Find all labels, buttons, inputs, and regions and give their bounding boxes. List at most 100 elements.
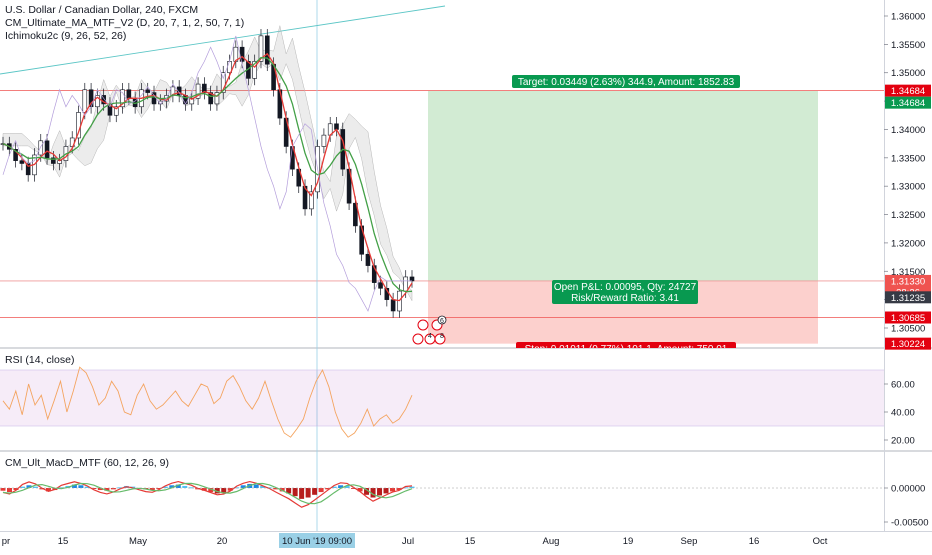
profit-zone[interactable]	[428, 90, 818, 281]
x-tick-label: Aug	[543, 536, 560, 547]
trend-line[interactable]	[0, 5, 446, 75]
candle-body	[51, 157, 56, 164]
event-markers[interactable]: 6 4 8	[412, 315, 447, 345]
y-tick-label: 1.32500	[891, 210, 925, 221]
y-tick-label: 1.35500	[891, 40, 925, 51]
macd-histogram-bar	[0, 488, 6, 491]
candle-body	[145, 89, 151, 93]
candle-body	[208, 92, 213, 105]
candle-body	[113, 106, 119, 116]
candle-body	[44, 140, 50, 159]
candle-body	[353, 202, 358, 227]
macd-histogram-bar	[305, 488, 311, 498]
macd-histogram-bar	[84, 486, 90, 488]
candle-body	[202, 83, 207, 93]
candle-body	[252, 61, 257, 79]
x-tick-label: pr	[2, 536, 10, 547]
open-pnl-text: Open P&L: 0.00095, Qty: 24727	[554, 282, 697, 293]
open-pnl-label: Open P&L: 0.00095, Qty: 24727 Risk/Rewar…	[552, 280, 698, 304]
price-badge[interactable]	[885, 291, 931, 304]
rsi-legend[interactable]: RSI (14, close)	[5, 354, 75, 366]
macd-histogram-bar	[156, 488, 162, 489]
symbol-legend[interactable]: U.S. Dollar / Canadian Dollar, 240, FXCM	[5, 4, 199, 16]
y-tick-label: 1.33000	[891, 182, 925, 193]
target-label: Target: 0.03449 (2.63%) 344.9, Amount: 1…	[512, 75, 740, 88]
price-badge[interactable]	[885, 84, 931, 97]
price-badge[interactable]	[885, 96, 931, 109]
macd-histogram-bar	[97, 488, 103, 491]
macd-histogram-bar	[19, 486, 25, 488]
ma-slow-line	[2, 56, 413, 293]
macd-histogram-bar	[182, 485, 188, 488]
price-badge-text: 1.34684	[891, 86, 925, 97]
y-tick-label: 1.31500	[891, 267, 925, 278]
event-count-text: 4	[428, 333, 432, 340]
price-badge-text: 1.30685	[891, 313, 925, 324]
candle-body	[101, 95, 106, 105]
macd-histogram-bar	[104, 488, 110, 491]
candle-body	[390, 299, 396, 312]
price-axis[interactable]: 1.360001.355001.350001.345001.340001.335…	[884, 12, 931, 529]
x-tick-label: 20	[217, 536, 228, 547]
macd-histogram-bar	[318, 488, 324, 493]
ichimoku-legend[interactable]: Ichimoku2c (9, 26, 52, 26)	[5, 30, 127, 42]
flag-event-icon[interactable]	[412, 333, 424, 345]
x-tick-label: May	[129, 536, 147, 547]
macd-histogram-bar	[344, 485, 350, 488]
macd-panel	[0, 480, 884, 508]
candle-body	[258, 35, 264, 62]
candle-body	[334, 123, 339, 130]
macd-legend[interactable]: CM_Ult_MacD_MTF (60, 12, 26, 9)	[5, 457, 169, 469]
candle-body	[321, 134, 327, 147]
candle-body	[409, 276, 415, 282]
macd-histogram-bar	[370, 488, 376, 498]
y-tick-label: 60.00	[891, 380, 915, 391]
candle-body	[195, 83, 201, 99]
candle-body	[120, 89, 125, 108]
macd-histogram-bar	[357, 488, 363, 492]
macd-histogram-bar	[409, 486, 415, 488]
y-tick-label: 1.35000	[891, 68, 925, 79]
event-count-badge[interactable]	[437, 315, 447, 325]
macd-histogram-bar	[253, 484, 259, 488]
candle-body	[82, 89, 88, 113]
macd-histogram-bar	[396, 488, 402, 491]
y-tick-label: 1.32000	[891, 238, 925, 249]
candle-body	[151, 92, 157, 105]
stop-label-text: Stop: 0.01011 (0.77%) 101.1, Amount: 750…	[525, 344, 728, 355]
crosshair-date-badge[interactable]	[279, 533, 355, 548]
candle-body	[13, 149, 18, 161]
price-badge-text: 1.31235	[891, 293, 925, 304]
macd-histogram-bar	[299, 488, 305, 499]
time-axis[interactable]: pr 15 May 20 10 Jun '19 09:00 Jul 15 Aug 19 Sep 16…	[2, 533, 828, 548]
macd-histogram-bar	[279, 488, 285, 492]
price-badge[interactable]	[885, 311, 931, 324]
y-tick-label: 20.00	[891, 436, 915, 447]
macd-histogram-bar	[221, 488, 227, 493]
macd-histogram-bar	[13, 488, 19, 491]
event-count-text: 8	[440, 333, 444, 340]
event-count-text: 6	[440, 318, 444, 325]
ma-fast-line	[2, 52, 413, 302]
price-badge[interactable]	[885, 274, 931, 287]
flag-event-icon[interactable]	[417, 319, 429, 331]
candle-body	[403, 276, 409, 292]
macd-histogram-bar	[91, 488, 97, 489]
ma-indicator-legend[interactable]: CM_Ultimate_MA_MTF_V2 (D, 20, 7, 1, 2, 5…	[5, 17, 245, 29]
candle-body	[264, 35, 270, 65]
candle-body	[214, 92, 220, 105]
y-tick-label: 1.34000	[891, 125, 925, 136]
signal-line	[2, 482, 413, 505]
price-badge-text: 1.34684	[891, 98, 925, 109]
macd-histogram-bar	[6, 488, 12, 493]
x-tick-label: 19	[623, 536, 634, 547]
x-tick-label: Oct	[813, 536, 828, 547]
macd-histogram-bar	[169, 485, 175, 488]
macd-histogram-bar	[162, 486, 168, 488]
price-badge[interactable]	[885, 337, 931, 350]
flag-event-icon[interactable]	[434, 333, 446, 345]
macd-histogram-bar	[71, 484, 77, 488]
x-tick-label: 15	[58, 536, 69, 547]
